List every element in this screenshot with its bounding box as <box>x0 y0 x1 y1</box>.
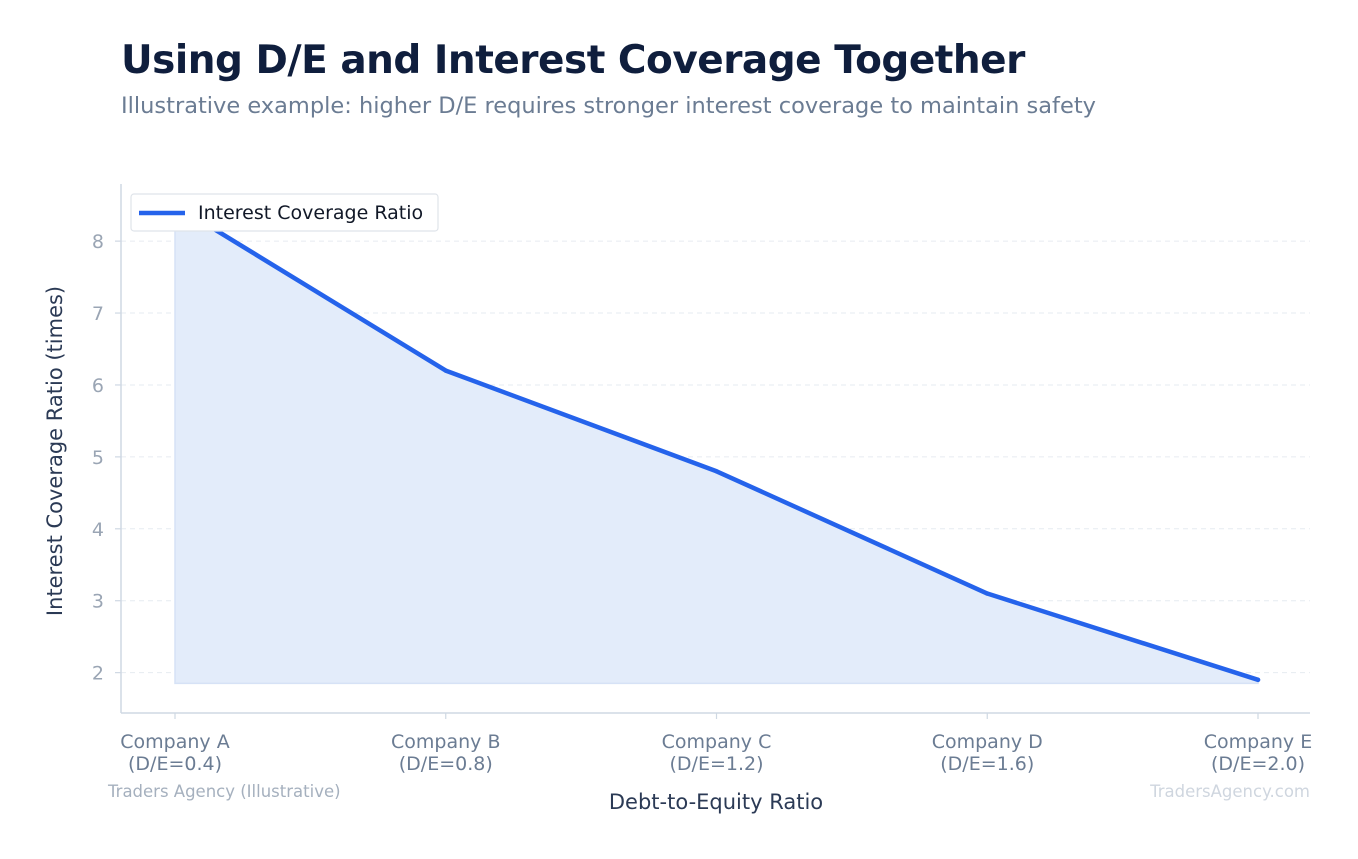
x-tick-label: Company B <box>391 731 500 753</box>
y-axis-title: Interest Coverage Ratio (times) <box>43 286 67 616</box>
x-tick-label: Company A <box>120 731 229 753</box>
footer-watermark: TradersAgency.com <box>1149 782 1310 801</box>
y-tick-label: 3 <box>92 591 104 613</box>
x-tick-sublabel: (D/E=0.8) <box>399 753 493 775</box>
x-tick-label: Company C <box>662 731 772 753</box>
data-point <box>714 469 719 474</box>
data-point <box>443 368 448 373</box>
x-tick-label: Company E <box>1204 731 1312 753</box>
x-axis-title: Debt-to-Equity Ratio <box>609 790 823 814</box>
y-tick-label: 6 <box>92 375 104 397</box>
y-tick-label: 4 <box>92 519 104 541</box>
footer-source: Traders Agency (Illustrative) <box>107 782 341 801</box>
area-fill <box>174 203 1259 685</box>
x-tick-sublabel: (D/E=0.4) <box>128 753 222 775</box>
x-tick-sublabel: (D/E=1.6) <box>940 753 1034 775</box>
y-tick-label: 8 <box>92 231 104 253</box>
chart-subtitle: Illustrative example: higher D/E require… <box>121 93 1096 119</box>
chart-title: Using D/E and Interest Coverage Together <box>121 38 1025 83</box>
data-point <box>1255 677 1261 683</box>
y-tick-label: 5 <box>92 447 104 469</box>
y-tick-label: 7 <box>92 303 104 325</box>
legend-box <box>130 193 439 232</box>
data-point <box>985 591 990 596</box>
x-tick-sublabel: (D/E=1.2) <box>670 753 764 775</box>
x-tick-label: Company D <box>932 731 1043 753</box>
legend-label: Interest Coverage Ratio <box>198 202 423 224</box>
y-tick-label: 2 <box>92 663 104 685</box>
x-tick-sublabel: (D/E=2.0) <box>1211 753 1305 775</box>
